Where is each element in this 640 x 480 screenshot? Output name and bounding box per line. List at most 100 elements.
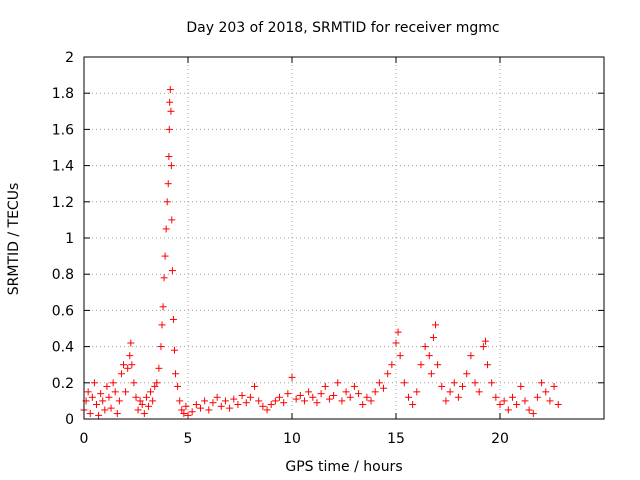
data-point bbox=[99, 397, 107, 405]
data-point bbox=[325, 395, 333, 403]
data-point bbox=[160, 274, 168, 282]
data-point bbox=[346, 393, 354, 401]
y-tick-label: 1.8 bbox=[52, 86, 74, 102]
data-point bbox=[92, 401, 100, 409]
data-point bbox=[176, 397, 184, 405]
data-point bbox=[504, 406, 512, 414]
y-tick-label: 1.4 bbox=[52, 159, 74, 175]
data-point bbox=[432, 321, 440, 329]
data-point bbox=[170, 346, 178, 354]
data-point bbox=[103, 382, 111, 390]
data-point bbox=[550, 382, 558, 390]
data-points bbox=[80, 86, 562, 419]
grid bbox=[84, 57, 604, 419]
data-point bbox=[134, 406, 142, 414]
data-point bbox=[117, 370, 125, 378]
data-point bbox=[538, 379, 546, 387]
data-point bbox=[484, 361, 492, 369]
data-point bbox=[438, 382, 446, 390]
y-tick-label: 0 bbox=[65, 412, 74, 428]
data-point bbox=[111, 388, 119, 396]
data-point bbox=[168, 267, 176, 275]
data-point bbox=[174, 382, 182, 390]
data-point bbox=[488, 379, 496, 387]
x-tick-label: 5 bbox=[184, 431, 193, 447]
data-point bbox=[178, 406, 186, 414]
data-point bbox=[124, 364, 132, 372]
data-point bbox=[167, 107, 175, 115]
data-point bbox=[392, 339, 400, 347]
data-point bbox=[97, 390, 105, 398]
data-point bbox=[367, 397, 375, 405]
y-tick-label: 1 bbox=[65, 231, 74, 247]
data-point bbox=[164, 180, 172, 188]
data-point bbox=[267, 401, 275, 409]
data-point bbox=[542, 388, 550, 396]
data-point bbox=[384, 370, 392, 378]
data-point bbox=[434, 361, 442, 369]
axis-ticks: 00.20.40.60.811.21.41.61.820 5 10 15 20 bbox=[52, 50, 604, 447]
data-point bbox=[463, 370, 471, 378]
data-point bbox=[450, 379, 458, 387]
data-point bbox=[400, 379, 408, 387]
data-point bbox=[209, 399, 217, 407]
data-point bbox=[166, 86, 174, 94]
data-point bbox=[142, 393, 150, 401]
data-point bbox=[317, 390, 325, 398]
data-point bbox=[263, 406, 271, 414]
data-point bbox=[132, 393, 140, 401]
data-point bbox=[413, 388, 421, 396]
data-point bbox=[226, 404, 234, 412]
data-point bbox=[309, 393, 317, 401]
data-point bbox=[330, 391, 338, 399]
data-point bbox=[161, 252, 169, 260]
data-point bbox=[513, 401, 521, 409]
data-point bbox=[230, 395, 238, 403]
data-point bbox=[417, 361, 425, 369]
data-point bbox=[508, 393, 516, 401]
data-point bbox=[162, 225, 170, 233]
data-point bbox=[500, 397, 508, 405]
data-point bbox=[271, 397, 279, 405]
data-point bbox=[421, 343, 429, 351]
data-point bbox=[363, 393, 371, 401]
data-point bbox=[147, 388, 155, 396]
data-point bbox=[355, 390, 363, 398]
data-point bbox=[95, 411, 103, 419]
data-point bbox=[288, 373, 296, 381]
x-tick-label: 0 bbox=[80, 431, 89, 447]
y-tick-label: 0.6 bbox=[52, 303, 74, 319]
data-point bbox=[151, 382, 159, 390]
data-point bbox=[221, 397, 229, 405]
data-point bbox=[492, 393, 500, 401]
data-point bbox=[313, 399, 321, 407]
data-point bbox=[321, 382, 329, 390]
data-point bbox=[201, 397, 209, 405]
data-point bbox=[533, 393, 541, 401]
plot-frame bbox=[83, 56, 605, 420]
data-point bbox=[467, 352, 475, 360]
data-point bbox=[153, 379, 161, 387]
data-point bbox=[359, 401, 367, 409]
y-tick-label: 1.2 bbox=[52, 195, 74, 211]
data-point bbox=[479, 343, 487, 351]
chart-title: Day 203 of 2018, SRMTID for receiver mgm… bbox=[186, 20, 499, 36]
data-point bbox=[276, 393, 284, 401]
data-point bbox=[184, 411, 192, 419]
data-point bbox=[350, 382, 358, 390]
data-point bbox=[126, 352, 134, 360]
data-point bbox=[90, 379, 98, 387]
data-point bbox=[188, 408, 196, 416]
data-point bbox=[149, 397, 157, 405]
data-point bbox=[213, 393, 221, 401]
data-point bbox=[136, 397, 144, 405]
data-point bbox=[394, 328, 402, 336]
data-point bbox=[481, 337, 489, 345]
data-point bbox=[140, 410, 148, 418]
data-point bbox=[128, 361, 136, 369]
data-point bbox=[107, 404, 115, 412]
x-tick-label: 15 bbox=[387, 431, 405, 447]
data-point bbox=[234, 401, 242, 409]
data-point bbox=[546, 397, 554, 405]
